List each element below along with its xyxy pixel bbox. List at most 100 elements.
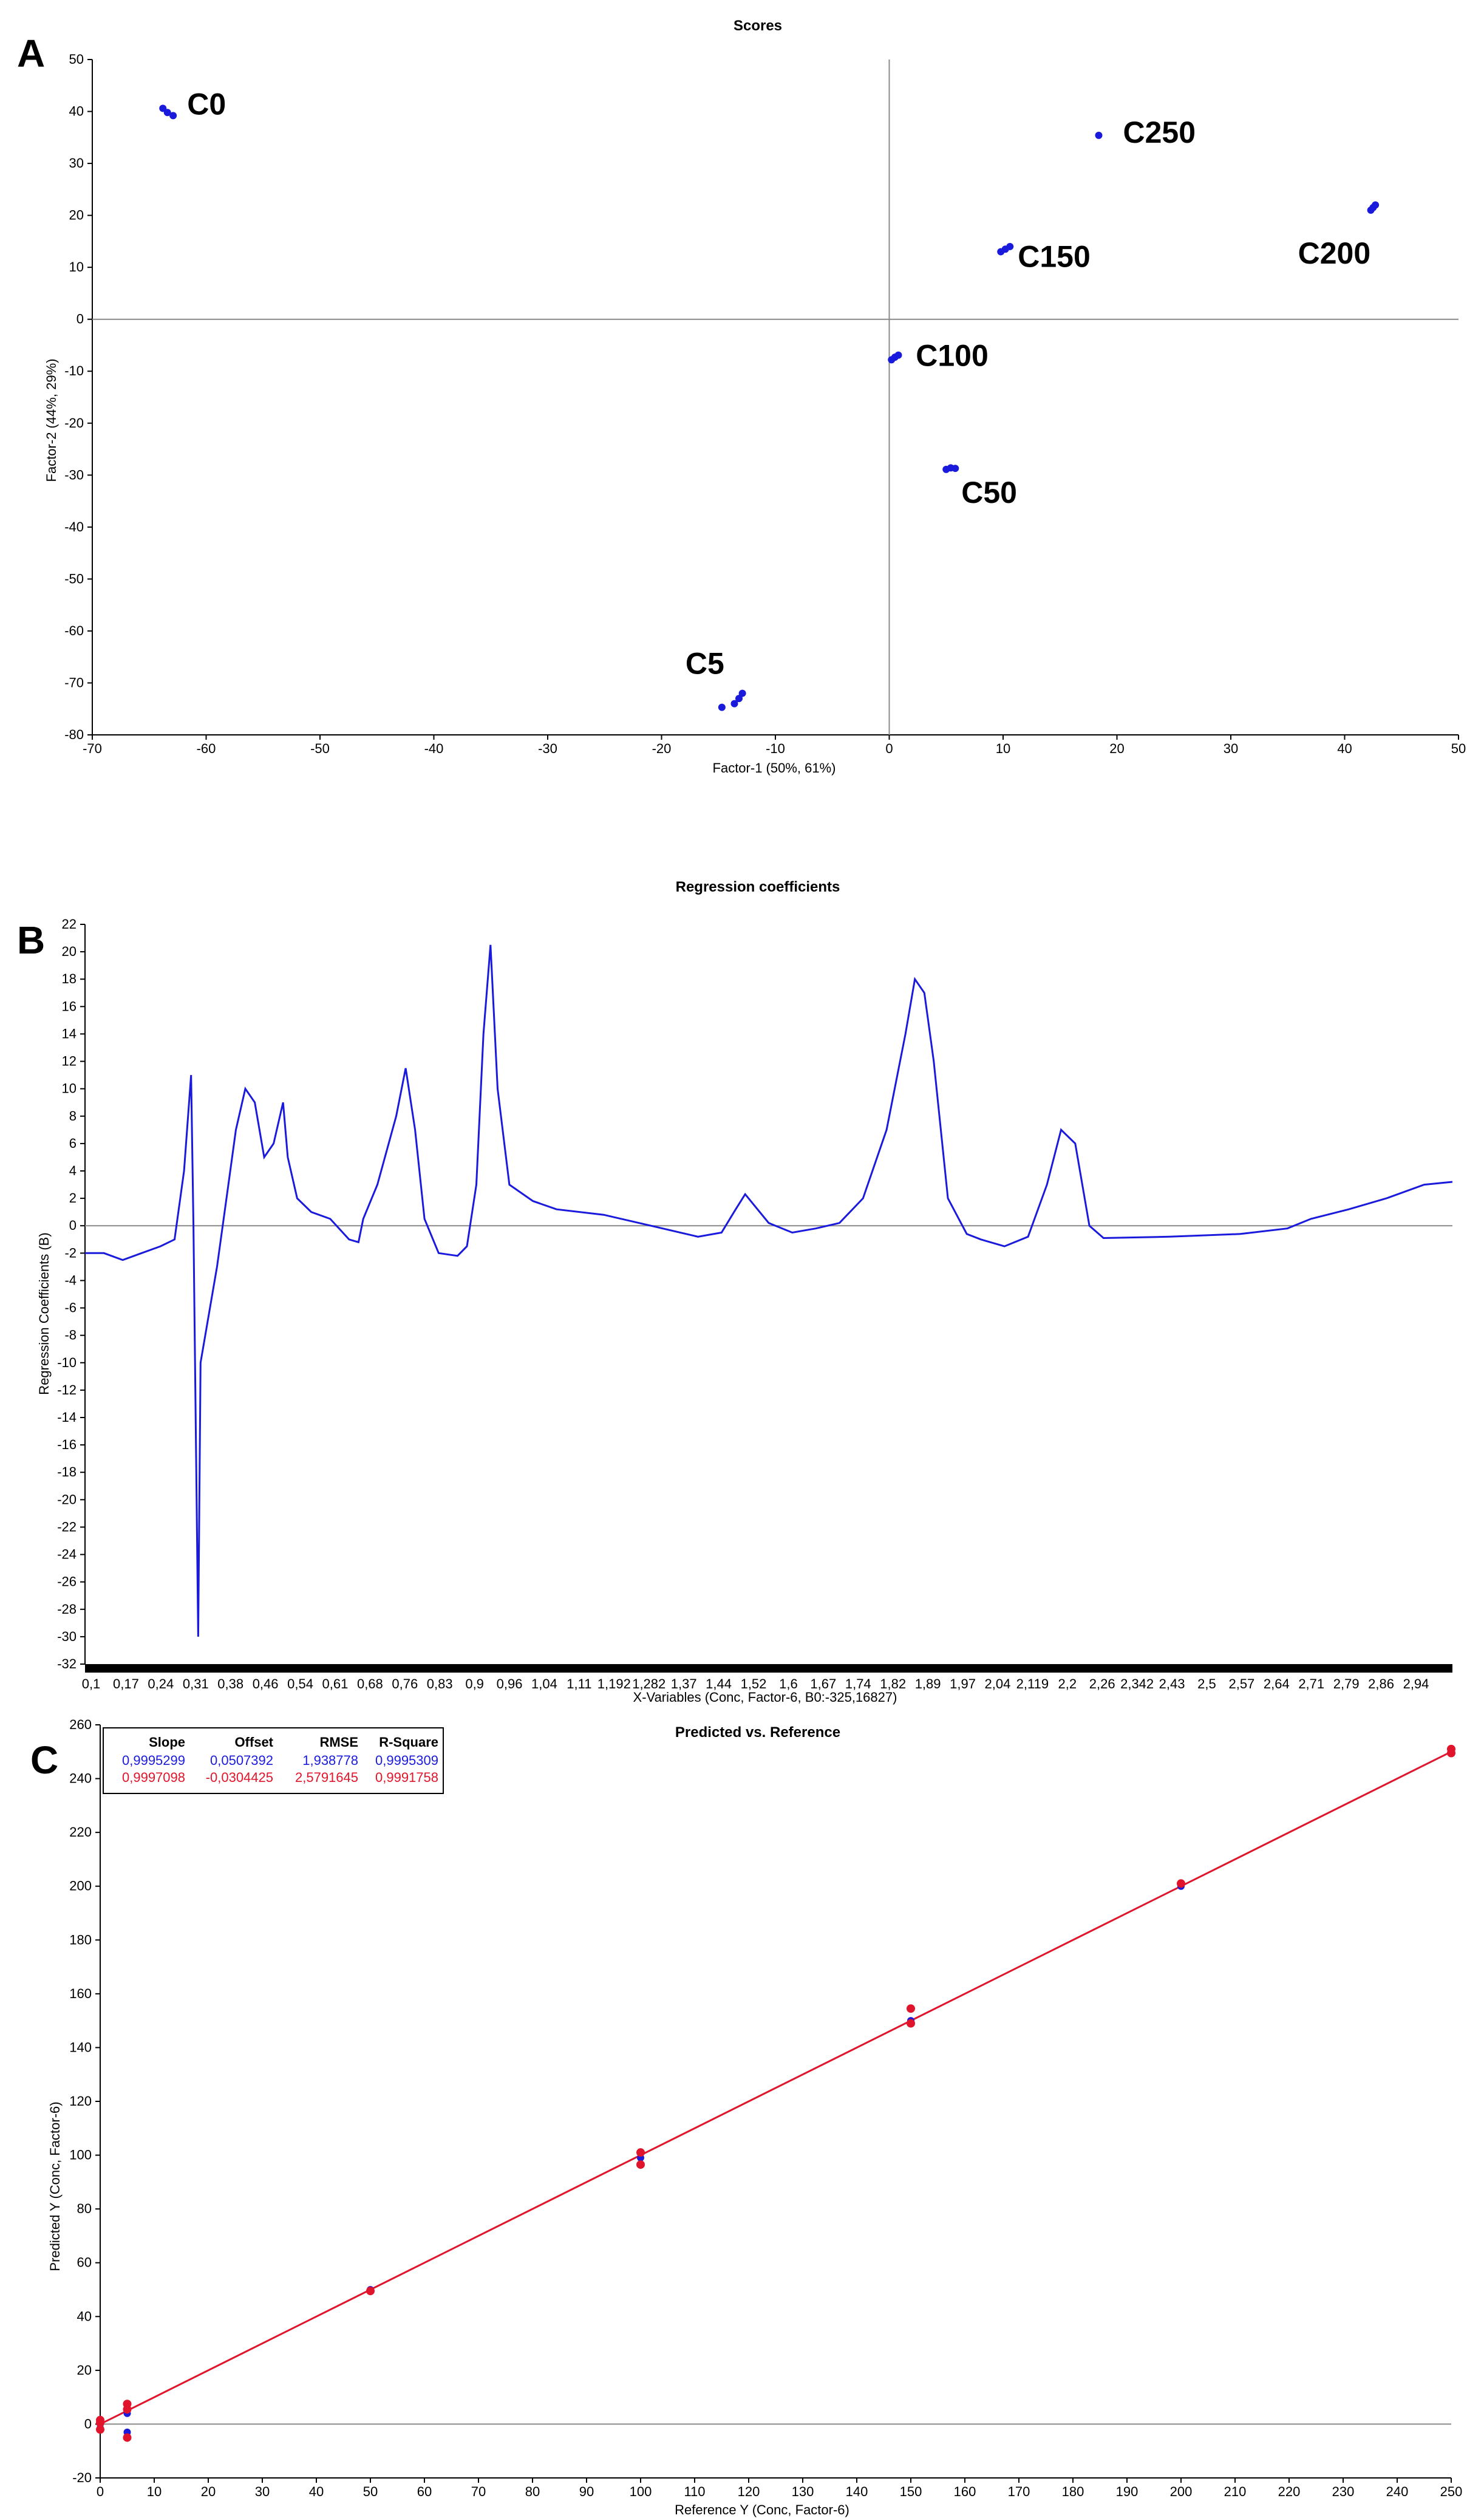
stats-val-offset: -0,0304425	[206, 1770, 273, 1785]
regression-x-tick-label: 2,2	[1058, 1676, 1077, 1691]
scores-point-c5	[738, 689, 746, 697]
regression-x-tick-label: 2,26	[1089, 1676, 1115, 1691]
regression-x-tick-label: 2,43	[1159, 1676, 1185, 1691]
regression-y-tick-label: -10	[57, 1355, 77, 1370]
scores-x-tick-label: 40	[1337, 741, 1352, 756]
regression-y-tick-label: -8	[64, 1328, 77, 1343]
regression-y-tick-label: 18	[62, 971, 77, 986]
scores-x-tick-label: -40	[424, 741, 444, 756]
regression-x-tick-label: 2,86	[1368, 1676, 1394, 1691]
scores-y-tick-label: 50	[69, 52, 84, 67]
stats-legend-box	[103, 1727, 444, 1794]
scores-x-tick-label: -70	[83, 741, 102, 756]
panel-letter-a: A	[17, 32, 45, 75]
predicted-x-tick-label: 120	[738, 2484, 760, 2499]
scores-y-tick-label: -20	[64, 415, 84, 431]
predicted-y-tick-label: -20	[72, 2470, 92, 2485]
regression-x-tick-label: 0,38	[217, 1676, 243, 1691]
predicted-x-tick-label: 240	[1386, 2484, 1409, 2499]
scores-point-c5	[730, 700, 738, 708]
predicted-validation-point	[96, 2418, 104, 2428]
regression-x-tick-label: 2,79	[1333, 1676, 1360, 1691]
predicted-validation-point	[1447, 1744, 1455, 1753]
regression-x-tick-label: 1,04	[531, 1676, 557, 1691]
predicted-y-tick-label: 20	[77, 2363, 92, 2378]
scores-point-c100	[894, 351, 902, 359]
scores-point-c5	[718, 703, 726, 711]
stats-header-slope: Slope	[149, 1735, 185, 1750]
regression-y-tick-label: -24	[57, 1547, 77, 1562]
regression-x-tick-label: 0,1	[82, 1676, 101, 1691]
predicted-x-tick-label: 110	[684, 2484, 705, 2499]
regression-y-tick-label: -16	[57, 1437, 77, 1452]
predicted-x-tick-label: 210	[1224, 2484, 1247, 2499]
regression-x-tick-label: 1,192	[597, 1676, 631, 1691]
scores-point-c150	[1006, 242, 1014, 250]
regression-y-tick-label: 8	[69, 1108, 77, 1124]
scores-y-tick-label: 20	[69, 208, 84, 223]
scores-y-tick-label: -70	[64, 675, 84, 690]
predicted-x-tick-label: 220	[1278, 2484, 1301, 2499]
predicted-validation-point	[96, 2425, 104, 2434]
predicted-vs-reference-chart: C Predicted vs. Reference Reference Y (C…	[30, 1717, 1462, 2517]
stats-cal-slope: 0,9995299	[122, 1753, 185, 1768]
regression-y-tick-label: 12	[62, 1054, 77, 1069]
scores-label-c250: C250	[1123, 115, 1196, 149]
scores-chart: A Scores Factor-1 (50%, 61%) Factor-2 (4…	[17, 18, 1466, 776]
regression-x-tick-label: 1,11	[567, 1676, 591, 1691]
scores-point-c5	[735, 695, 743, 703]
predicted-x-tick-label: 160	[954, 2484, 976, 2499]
scores-label-c100: C100	[916, 338, 989, 372]
stats-cal-offset: 0,0507392	[210, 1753, 273, 1768]
predicted-y-tick-label: 0	[84, 2416, 92, 2431]
regression-y-tick-label: 2	[69, 1190, 77, 1206]
scores-x-tick-label: -10	[766, 741, 785, 756]
regression-y-tick-label: -18	[57, 1464, 77, 1479]
regression-x-tick-label: 0,54	[287, 1676, 313, 1691]
scores-x-tick-label: -30	[538, 741, 557, 756]
regression-x-tick-label: 1,44	[706, 1676, 732, 1691]
regression-y-tick-label: 0	[69, 1218, 77, 1233]
predicted-x-tick-label: 140	[846, 2484, 868, 2499]
stats-val-rmse: 2,5791645	[295, 1770, 358, 1785]
regression-x-tick-label: 1,74	[845, 1676, 871, 1691]
regression-y-tick-label: -20	[57, 1492, 77, 1507]
predicted-y-label: Predicted Y (Conc, Factor-6)	[47, 2101, 63, 2271]
scores-label-c200: C200	[1298, 236, 1371, 270]
scores-y-tick-label: -50	[64, 571, 84, 586]
predicted-x-label: Reference Y (Conc, Factor-6)	[675, 2502, 849, 2517]
regression-series-line	[85, 944, 1453, 1637]
predicted-y-tick-label: 260	[69, 1717, 92, 1732]
stats-legend: Slope Offset RMSE R-Square 0,9995299 0,0…	[103, 1727, 444, 1794]
scores-label-c0: C0	[187, 87, 226, 121]
regression-x-tick-label: 1,37	[671, 1676, 697, 1691]
predicted-y-tick-label: 40	[77, 2308, 92, 2324]
scores-point-c0	[163, 109, 171, 117]
regression-x-tick-label: 0,96	[497, 1676, 523, 1691]
regression-x-tick-label: 0,76	[392, 1676, 418, 1691]
predicted-validation-point	[636, 2160, 645, 2169]
predicted-y-tick-label: 200	[69, 1878, 92, 1894]
regression-y-tick-label: 10	[62, 1081, 77, 1096]
predicted-x-tick-label: 60	[417, 2484, 432, 2499]
predicted-x-tick-label: 40	[309, 2484, 324, 2499]
scores-y-tick-label: 40	[69, 104, 84, 119]
predicted-fit-line	[100, 1750, 1452, 2425]
regression-x-tick-label: 0,31	[183, 1676, 209, 1691]
scores-point-c0	[169, 112, 177, 120]
predicted-x-tick-label: 180	[1062, 2484, 1084, 2499]
predicted-x-tick-label: 10	[147, 2484, 162, 2499]
predicted-validation-point	[636, 2148, 645, 2157]
scores-title: Scores	[733, 18, 782, 34]
regression-y-tick-label: 14	[62, 1026, 77, 1041]
predicted-x-tick-label: 100	[630, 2484, 652, 2499]
scores-y-tick-label: -40	[64, 519, 84, 534]
scores-y-tick-label: 30	[69, 155, 84, 171]
panel-letter-b: B	[17, 918, 45, 962]
regression-x-tick-label: 1,52	[741, 1676, 767, 1691]
stats-header-rmse: RMSE	[319, 1735, 358, 1750]
stats-val-slope: 0,9997098	[122, 1770, 185, 1785]
scores-x-tick-label: -50	[310, 741, 330, 756]
predicted-x-tick-label: 190	[1116, 2484, 1139, 2499]
predicted-x-tick-label: 250	[1440, 2484, 1463, 2499]
